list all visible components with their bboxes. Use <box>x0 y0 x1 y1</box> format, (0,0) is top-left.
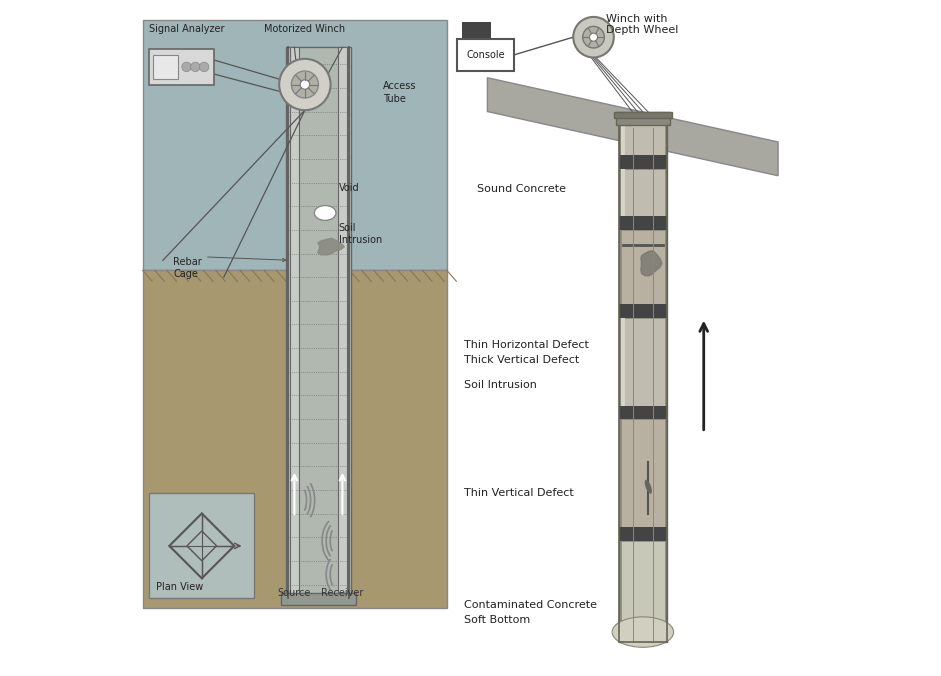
Text: Console: Console <box>467 50 505 59</box>
Text: Void: Void <box>339 183 359 193</box>
Circle shape <box>300 80 310 89</box>
Circle shape <box>292 71 318 98</box>
Circle shape <box>582 26 604 48</box>
Ellipse shape <box>613 617 674 648</box>
Bar <box>619 304 666 318</box>
Bar <box>620 318 665 406</box>
Bar <box>620 115 625 155</box>
Text: Plan View: Plan View <box>156 581 203 592</box>
Bar <box>457 39 515 71</box>
Text: Contaminated Concrete: Contaminated Concrete <box>464 600 597 610</box>
Text: Rebar
Cage: Rebar Cage <box>173 257 201 279</box>
Text: Signal Analyzer: Signal Analyzer <box>150 24 225 34</box>
Text: Sound Concrete: Sound Concrete <box>477 185 566 194</box>
Bar <box>619 115 666 642</box>
Bar <box>143 20 447 270</box>
Bar <box>152 55 179 79</box>
Text: Thin Vertical Defect: Thin Vertical Defect <box>464 489 573 498</box>
Bar <box>615 112 670 125</box>
Text: Motorized Winch: Motorized Winch <box>264 24 345 34</box>
Bar <box>150 49 214 84</box>
Bar <box>280 593 356 605</box>
Bar <box>620 541 665 622</box>
Text: Depth Wheel: Depth Wheel <box>606 26 678 35</box>
Bar <box>143 270 447 608</box>
Bar <box>290 47 299 598</box>
Ellipse shape <box>314 206 336 220</box>
Bar <box>286 47 350 598</box>
Bar <box>620 115 665 155</box>
Bar <box>620 419 665 527</box>
Bar <box>620 169 665 216</box>
Bar <box>619 115 666 642</box>
Text: Source: Source <box>278 588 311 598</box>
Polygon shape <box>641 251 662 276</box>
Text: Access
Tube: Access Tube <box>383 81 416 103</box>
Text: Soil Intrusion: Soil Intrusion <box>464 381 536 390</box>
Text: Receiver: Receiver <box>321 588 363 598</box>
Text: Thick Vertical Defect: Thick Vertical Defect <box>464 355 579 364</box>
Text: Thin Horizontal Defect: Thin Horizontal Defect <box>464 340 589 349</box>
Bar <box>462 22 491 39</box>
Polygon shape <box>318 239 344 255</box>
Bar <box>620 230 665 304</box>
Bar <box>150 493 254 598</box>
Circle shape <box>199 62 209 72</box>
Polygon shape <box>487 78 778 176</box>
Bar <box>619 527 666 541</box>
Bar <box>619 216 666 230</box>
Circle shape <box>182 62 191 72</box>
Circle shape <box>589 33 598 41</box>
Bar <box>338 47 347 598</box>
Text: Soft Bottom: Soft Bottom <box>464 615 530 625</box>
Bar <box>619 406 666 419</box>
Text: Soil
Intrusion: Soil Intrusion <box>339 223 382 245</box>
Bar <box>620 169 625 216</box>
Bar <box>620 318 625 406</box>
Circle shape <box>279 59 330 110</box>
Bar <box>619 155 666 169</box>
Circle shape <box>191 62 200 72</box>
Ellipse shape <box>645 480 652 493</box>
Circle shape <box>573 17 614 57</box>
Bar <box>614 112 672 118</box>
Text: Winch with: Winch with <box>606 14 667 24</box>
